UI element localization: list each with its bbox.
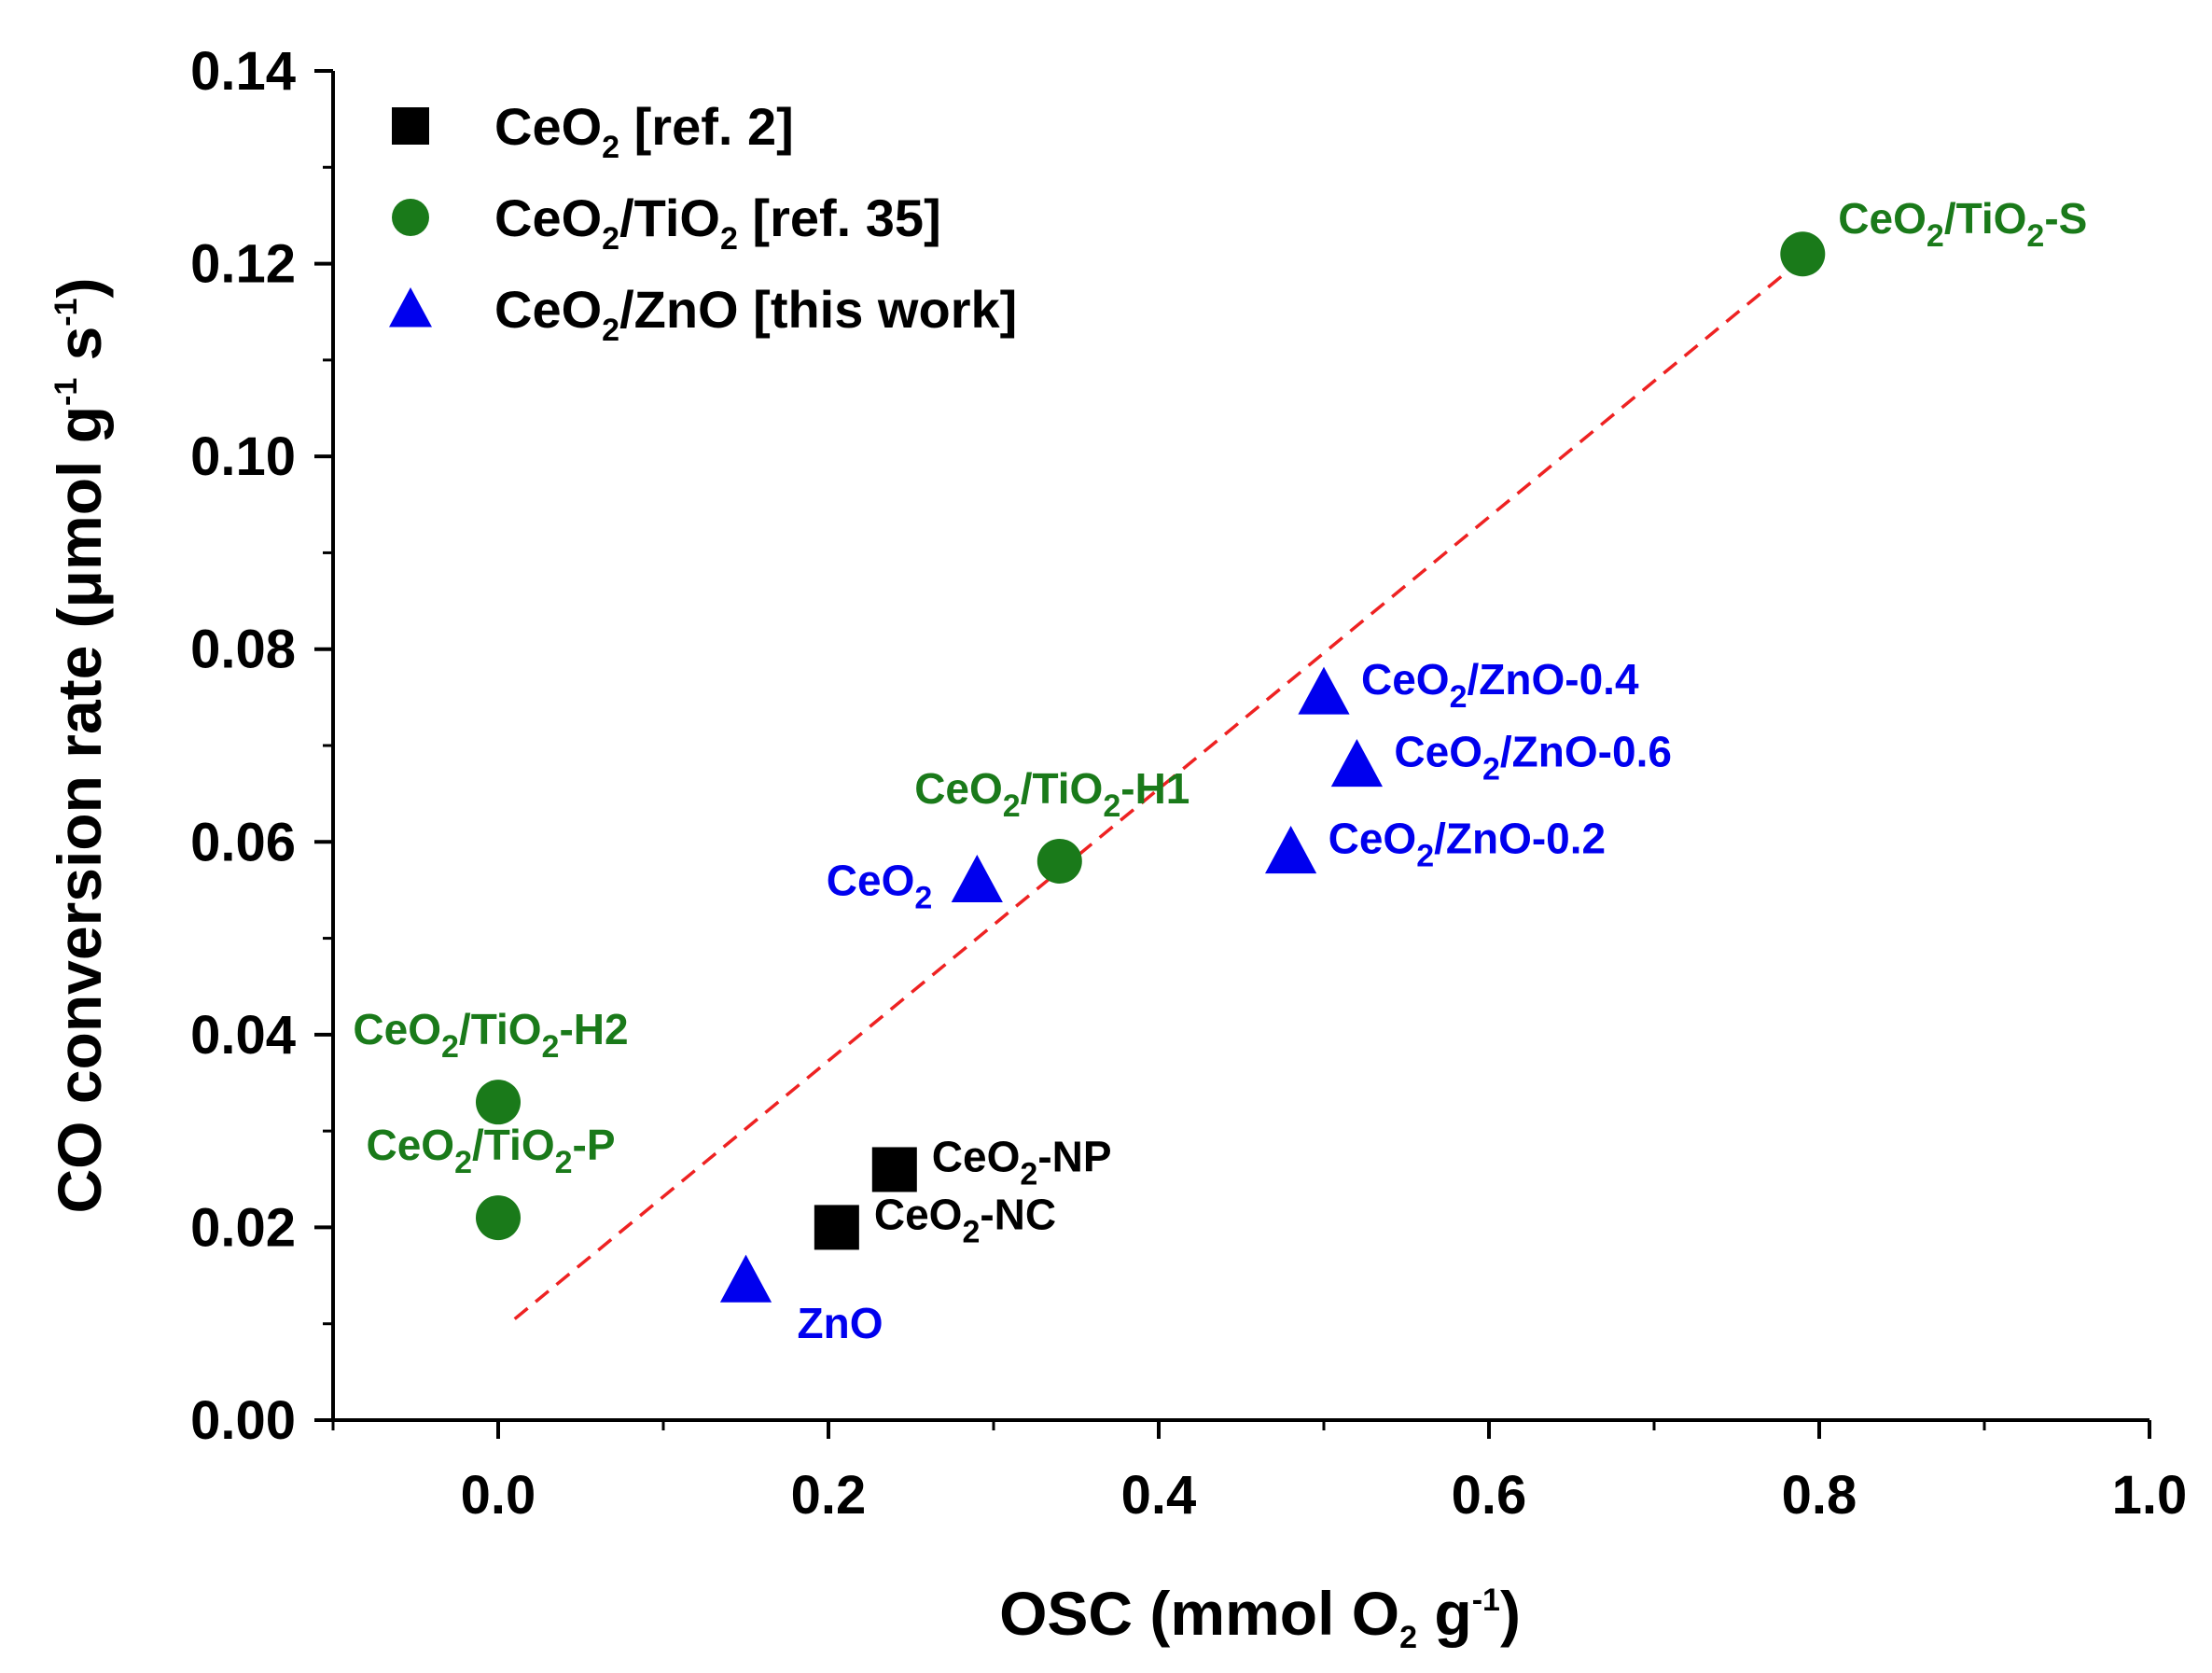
x-tick-label: 0.0 <box>461 1465 536 1526</box>
data-label: CeO2 <box>827 857 933 916</box>
data-label: CeO2/TiO2-H2 <box>353 1005 628 1065</box>
y-tick-label: 0.08 <box>190 620 296 680</box>
y-tick-label: 0.04 <box>190 1005 296 1066</box>
x-tick-label: 0.8 <box>1782 1465 1857 1526</box>
data-point-triangle <box>1298 666 1350 715</box>
y-axis-title: CO conversion rate (μmol g-1 s-1) <box>45 277 114 1213</box>
x-tick-label: 0.6 <box>1452 1465 1527 1526</box>
data-label: CeO2-NC <box>874 1190 1056 1249</box>
data-point-square <box>871 1147 917 1192</box>
data-point-circle <box>1036 838 1082 884</box>
data-point-triangle <box>1265 826 1317 874</box>
data-point-circle <box>1780 231 1826 277</box>
legend-label: CeO2/ZnO [this work] <box>494 280 1017 348</box>
data-point-circle <box>476 1195 521 1241</box>
x-axis-title: OSC (mmol O2 g-1) <box>999 1579 1521 1655</box>
y-tick-label: 0.06 <box>190 812 296 872</box>
y-tick-label: 0.12 <box>190 234 296 295</box>
legend: CeO2 [ref. 2] CeO2/TiO2 [ref. 35] CeO2/ZnO… <box>389 97 1017 348</box>
y-tick-label: 0.02 <box>190 1197 296 1258</box>
data-label: CeO2/ZnO-0.4 <box>1361 655 1639 715</box>
x-tick-label: 1.0 <box>2112 1465 2188 1526</box>
data-point-square <box>814 1205 859 1250</box>
data-label: CeO2/TiO2-P <box>366 1121 615 1180</box>
data-label: CeO2/ZnO-0.6 <box>1394 728 1672 788</box>
data-label: CeO2-NP <box>932 1132 1112 1192</box>
data-point-triangle <box>951 855 1003 903</box>
y-tick-label: 0.14 <box>190 41 296 102</box>
data-point-circle <box>476 1080 521 1125</box>
data-point-triangle <box>1330 739 1383 788</box>
legend-marker-circle <box>392 199 429 236</box>
legend-label: CeO2 [ref. 2] <box>494 97 794 165</box>
trendline-layer <box>513 258 1804 1320</box>
legend-label: CeO2/TiO2 [ref. 35] <box>494 188 941 257</box>
data-label: ZnO <box>798 1299 883 1347</box>
x-tick-label: 0.4 <box>1121 1465 1197 1526</box>
y-tick-label: 0.00 <box>190 1390 296 1451</box>
x-tick-label: 0.2 <box>791 1465 867 1526</box>
trendline <box>513 258 1804 1320</box>
legend-marker-triangle <box>389 287 432 328</box>
legend-marker-square <box>392 107 429 145</box>
data-label: CeO2/ZnO-0.2 <box>1329 815 1607 874</box>
y-tick-label: 0.10 <box>190 426 296 487</box>
data-label: CeO2/TiO2-S <box>1838 194 2087 254</box>
axes: 0.00 0.02 0.04 0.06 0.08 0.10 0.12 0.14 0.0 0.2 0.… <box>45 41 2187 1655</box>
data-point-triangle <box>719 1254 772 1303</box>
data-points <box>476 231 1826 1303</box>
data-label: CeO2/TiO2-H1 <box>914 764 1189 824</box>
